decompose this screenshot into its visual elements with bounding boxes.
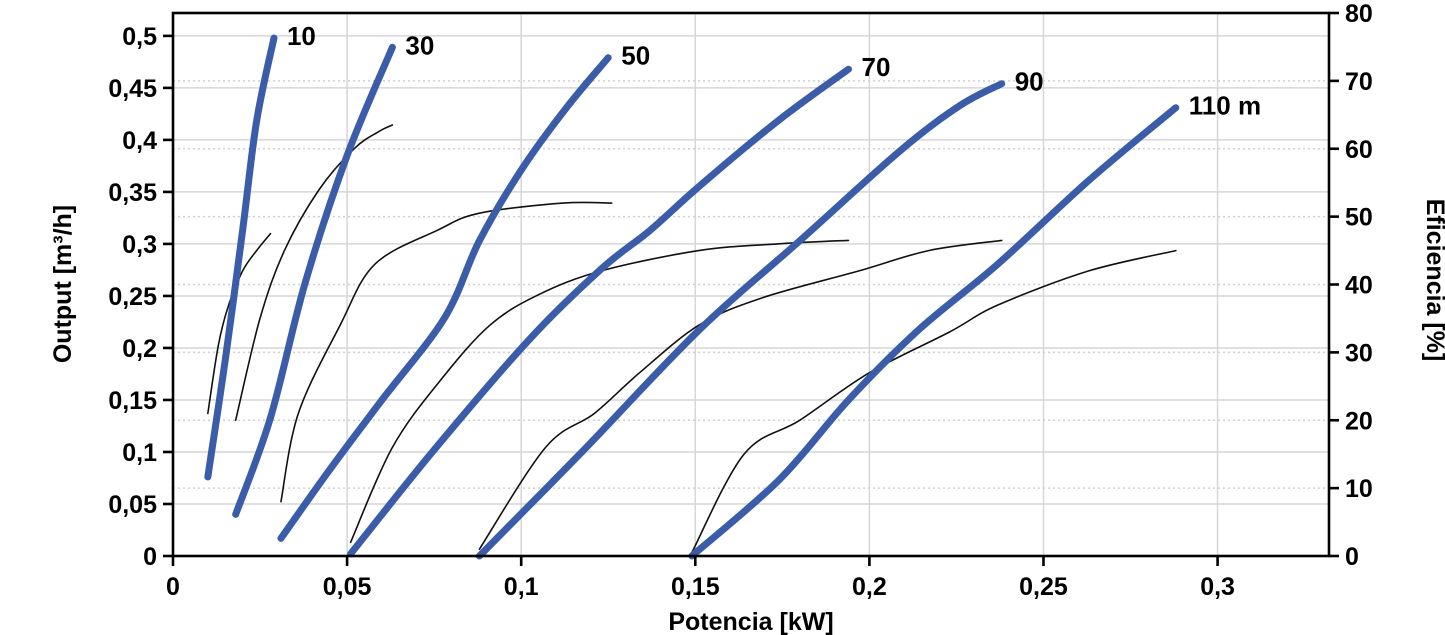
x-tick-label: 0,3	[1200, 573, 1235, 601]
y-left-tick-label: 0,1	[122, 439, 157, 467]
y-left-tick-label: 0,3	[122, 231, 157, 259]
x-tick-label: 0,1	[504, 573, 539, 601]
pump-curve-50	[277, 54, 612, 542]
y-right-axis-title: Eficiencia [%]	[1421, 199, 1445, 362]
y-right-tick-label: 10	[1345, 475, 1373, 503]
y-left-tick-label: 0	[143, 543, 157, 571]
y-left-tick-label: 0,2	[122, 335, 157, 363]
pump-curve-10	[204, 34, 278, 481]
y-left-tick-label: 0,5	[122, 23, 157, 51]
y-right-tick-label: 80	[1345, 0, 1373, 28]
efficiency-curve-90	[478, 239, 1003, 551]
x-axis-title: Potencia [kW]	[668, 608, 833, 635]
pump-curve-30	[232, 43, 396, 518]
y-right-tick-label: 60	[1345, 136, 1373, 164]
y-left-tick-label: 0,35	[108, 179, 157, 207]
x-tick-label: 0,05	[323, 573, 372, 601]
axis-ticks-and-labels: 0 0,05 0,1 0,15 0,2 0,25 0,3 0 0,05 0,1 0,15 0,2 0,2…	[108, 0, 1372, 601]
y-right-tick-label: 20	[1345, 407, 1373, 435]
efficiency-curve-50	[280, 201, 613, 503]
pump-curve-label-90: 90	[1015, 67, 1044, 97]
y-right-tick-label: 30	[1345, 339, 1373, 367]
pump-curve-90	[475, 80, 1006, 560]
y-left-axis-title: Output [m³/h]	[49, 205, 77, 363]
x-tick-label: 0,15	[671, 573, 720, 601]
pump-curve-label-10: 10	[287, 21, 316, 51]
y-left-tick-label: 0,45	[108, 75, 157, 103]
efficiency-curve-30	[234, 124, 394, 422]
pump-curve-label-110: 110 m	[1189, 91, 1261, 121]
pump-curve-label-50: 50	[621, 41, 650, 71]
y-right-tick-label: 70	[1345, 68, 1373, 96]
efficiency-curve-70	[349, 239, 850, 544]
y-right-tick-label: 0	[1345, 543, 1359, 571]
y-right-tick-label: 40	[1345, 272, 1373, 300]
x-tick-label: 0,25	[1019, 573, 1068, 601]
x-tick-label: 0	[166, 573, 180, 601]
y-right-tick-label: 50	[1345, 204, 1373, 232]
efficiency-curve-110	[691, 249, 1177, 554]
x-tick-label: 0,2	[852, 573, 887, 601]
y-left-tick-label: 0,15	[108, 387, 157, 415]
y-left-tick-label: 0,4	[122, 127, 157, 155]
curves: 10 30 50 70 90 110 m	[204, 21, 1261, 560]
pump-curve-label-30: 30	[405, 30, 434, 60]
pump-curve-70	[347, 65, 852, 558]
pump-curve-110	[688, 104, 1180, 560]
pump-curve-label-70: 70	[861, 52, 890, 82]
y-left-tick-label: 0,25	[108, 283, 157, 311]
y-left-tick-label: 0,05	[108, 491, 157, 519]
